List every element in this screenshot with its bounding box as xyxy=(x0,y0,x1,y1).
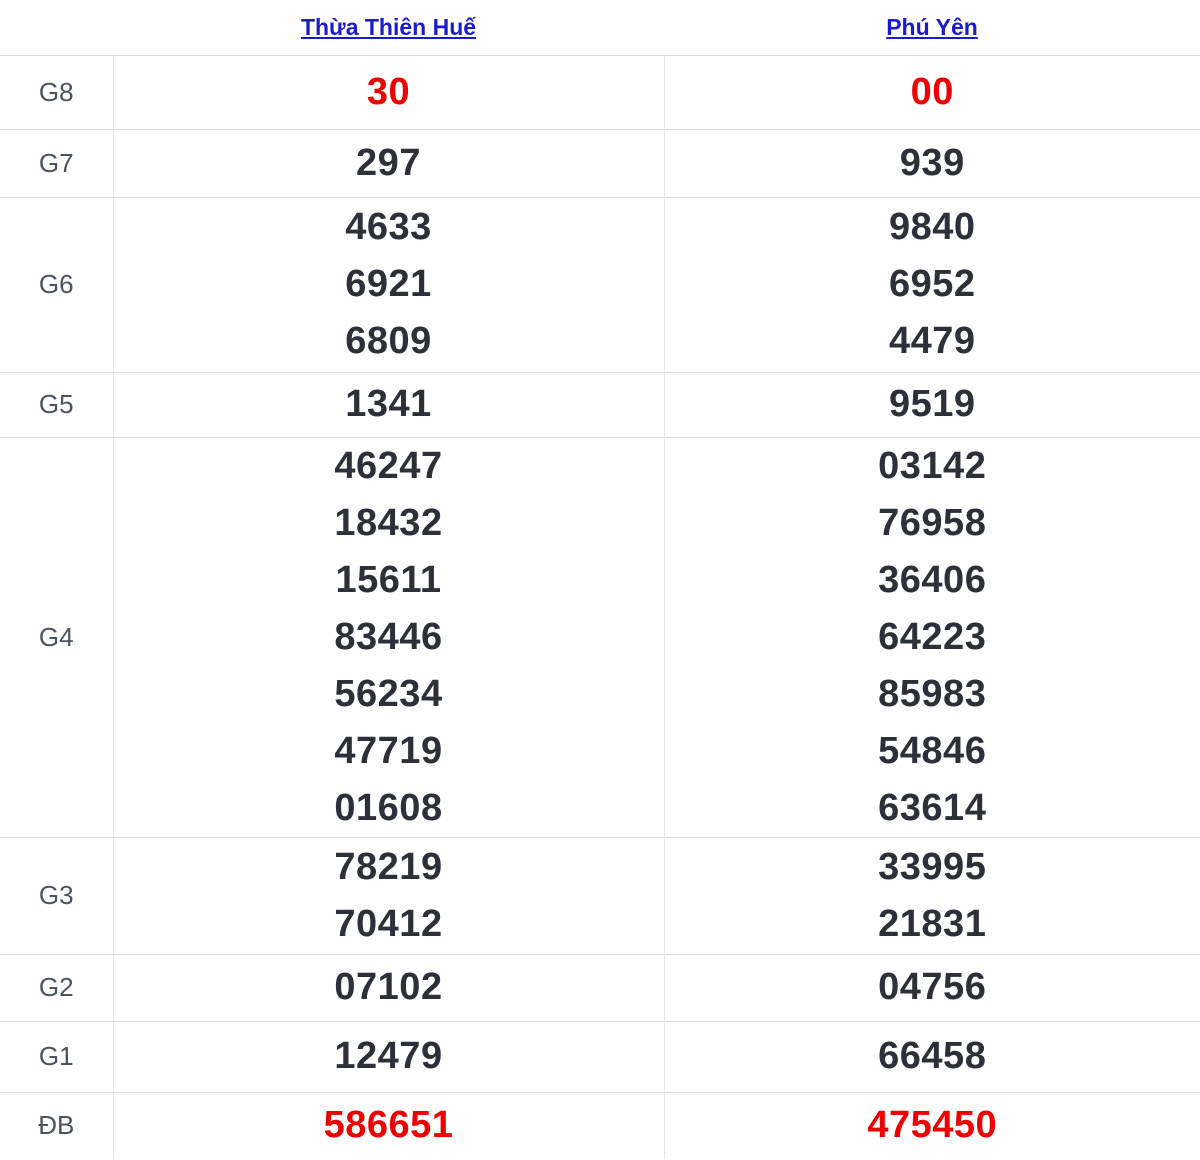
number-value: 36406 xyxy=(878,558,987,601)
number-value: 586651 xyxy=(323,1104,454,1147)
header-corner xyxy=(0,0,113,55)
prize-label-g4: G4 xyxy=(0,437,114,837)
number-value: 00 xyxy=(910,70,954,113)
number-value: 04756 xyxy=(878,966,987,1008)
number-value: 07102 xyxy=(334,966,443,1008)
prize-label-g2: G2 xyxy=(0,954,114,1021)
prize-row-g7: G7 297 939 xyxy=(0,129,1200,197)
prize-values-g3-hue: 78219 70412 xyxy=(113,837,665,954)
prize-values-g8-phuyen: 00 xyxy=(664,55,1200,129)
number-value: 18432 xyxy=(334,501,443,544)
number-value: 6952 xyxy=(888,263,976,305)
prize-label-g8: G8 xyxy=(0,55,114,129)
number-value: 939 xyxy=(899,141,965,184)
prize-values-g2-hue: 07102 xyxy=(113,954,665,1021)
prize-label-g1: G1 xyxy=(0,1021,114,1092)
number-value: 21831 xyxy=(878,902,987,945)
number-value: 54846 xyxy=(878,729,987,772)
prize-row-g3: G3 78219 70412 33995 21831 xyxy=(0,837,1200,954)
number-value: 4633 xyxy=(345,206,432,248)
prize-row-g5: G5 1341 9519 xyxy=(0,372,1200,437)
number-value: 46247 xyxy=(334,444,443,487)
header-row: Thừa Thiên Huế Phú Yên xyxy=(0,0,1200,55)
number-value: 47719 xyxy=(334,729,443,772)
number-value: 33995 xyxy=(878,845,987,888)
number-value: 03142 xyxy=(878,444,987,487)
prize-values-g7-hue: 297 xyxy=(113,129,665,197)
prize-values-g4-hue: 46247 18432 15611 83446 56234 47719 01608 xyxy=(113,437,665,837)
number-value: 76958 xyxy=(878,501,987,544)
prize-label-g6: G6 xyxy=(0,197,114,372)
number-value: 475450 xyxy=(867,1104,998,1147)
number-value: 70412 xyxy=(334,902,443,945)
prize-label-g3: G3 xyxy=(0,837,114,954)
column-header-phuyen[interactable]: Phú Yên xyxy=(886,13,978,40)
number-value: 66458 xyxy=(878,1035,987,1077)
prize-values-g1-hue: 12479 xyxy=(113,1021,665,1092)
prize-values-g2-phuyen: 04756 xyxy=(664,954,1200,1021)
prize-row-g1: G1 12479 66458 xyxy=(0,1021,1200,1092)
number-value: 6809 xyxy=(345,320,432,362)
prize-values-g5-phuyen: 9519 xyxy=(664,372,1200,437)
prize-values-g3-phuyen: 33995 21831 xyxy=(664,837,1200,954)
number-value: 01608 xyxy=(334,786,443,829)
number-value: 56234 xyxy=(334,672,443,715)
prize-row-g8: G8 30 00 xyxy=(0,55,1200,129)
prize-label-g7: G7 xyxy=(0,129,114,197)
number-value: 9519 xyxy=(888,383,976,425)
prize-values-g6-hue: 4633 6921 6809 xyxy=(113,197,665,372)
prize-row-g4: G4 46247 18432 15611 83446 56234 47719 01608 031… xyxy=(0,437,1200,837)
prize-values-g8-hue: 30 xyxy=(113,55,665,129)
number-value: 63614 xyxy=(878,786,987,829)
number-value: 9840 xyxy=(888,206,976,248)
prize-label-db: ĐB xyxy=(0,1092,114,1159)
prize-values-g7-phuyen: 939 xyxy=(664,129,1200,197)
column-header-hue[interactable]: Thừa Thiên Huế xyxy=(300,13,477,40)
results-body: G8 30 00 G7 297 939 G6 4633 6921 6809 9840 6952 4479… xyxy=(0,55,1200,1159)
number-value: 85983 xyxy=(878,672,987,715)
prize-values-db-hue: 586651 xyxy=(113,1092,665,1159)
number-value: 15611 xyxy=(335,558,442,601)
number-value: 4479 xyxy=(888,320,976,362)
number-value: 6921 xyxy=(345,263,432,305)
number-value: 78219 xyxy=(334,845,443,888)
prize-label-g5: G5 xyxy=(0,372,114,437)
number-value: 30 xyxy=(366,70,411,113)
prize-values-db-phuyen: 475450 xyxy=(664,1092,1200,1159)
prize-row-g6: G6 4633 6921 6809 9840 6952 4479 xyxy=(0,197,1200,372)
prize-values-g1-phuyen: 66458 xyxy=(664,1021,1200,1092)
number-value: 64223 xyxy=(878,615,987,658)
prize-row-db: ĐB 586651 475450 xyxy=(0,1092,1200,1159)
number-value: 1341 xyxy=(345,383,432,425)
prize-values-g6-phuyen: 9840 6952 4479 xyxy=(664,197,1200,372)
prize-values-g4-phuyen: 03142 76958 36406 64223 85983 54846 63614 xyxy=(664,437,1200,837)
prize-row-g2: G2 07102 04756 xyxy=(0,954,1200,1021)
number-value: 12479 xyxy=(334,1035,443,1077)
prize-values-g5-hue: 1341 xyxy=(113,372,665,437)
number-value: 297 xyxy=(356,141,421,184)
number-value: 83446 xyxy=(334,615,443,658)
